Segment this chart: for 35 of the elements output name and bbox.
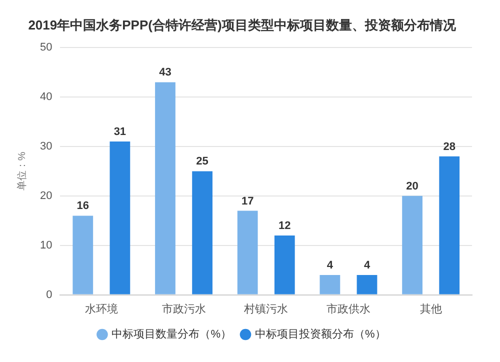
bar	[439, 156, 460, 294]
y-tick-label: 0	[46, 288, 52, 301]
legend-label: 中标项目数量分布（%）	[112, 328, 232, 341]
bar	[320, 275, 340, 294]
data-label: 4	[364, 260, 371, 272]
bar	[110, 142, 130, 294]
x-tick-label: 村镇污水	[243, 302, 288, 316]
x-tick-label: 水环境	[84, 302, 118, 316]
data-label: 31	[114, 126, 126, 138]
y-tick-label: 50	[40, 42, 52, 54]
bar	[274, 235, 295, 294]
bar	[402, 196, 422, 294]
y-axis-title: 单位：%	[16, 152, 28, 191]
bar	[72, 216, 94, 294]
bar	[192, 171, 212, 294]
data-label: 17	[241, 195, 254, 208]
y-tick-label: 40	[40, 91, 52, 104]
x-tick-label: 市政污水	[162, 302, 206, 316]
y-tick-label: 10	[40, 239, 52, 252]
y-tick-label: 20	[40, 190, 52, 202]
x-tick-label: 市政供水	[326, 302, 370, 316]
chart-title: 2019年中国水务PPP(合特许经营)项目类型中标项目数量、投资额分布情况	[28, 17, 457, 32]
data-label: 16	[76, 200, 90, 212]
data-label: 20	[406, 180, 418, 192]
data-label: 43	[159, 66, 172, 79]
bar	[237, 210, 258, 294]
y-tick-label: 30	[40, 140, 52, 153]
bar	[356, 275, 378, 294]
data-label: 12	[278, 220, 291, 232]
bar	[155, 82, 176, 294]
legend-label: 中标项目投资额分布（%）	[255, 328, 386, 341]
data-label: 28	[443, 140, 456, 153]
data-label: 25	[196, 156, 208, 168]
x-tick-label: 其他	[420, 302, 442, 316]
data-label: 4	[326, 260, 334, 272]
